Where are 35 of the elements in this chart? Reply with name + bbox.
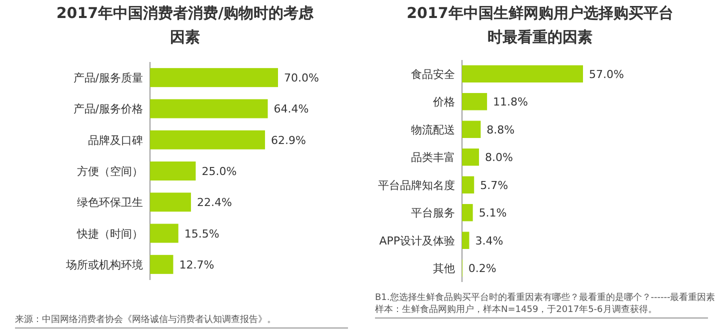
chart-title: 2017年中国生鲜网购用户选择购买平台时最看重的因素: [406, 4, 674, 46]
y-tick-label: 快捷（时间）: [76, 227, 143, 240]
y-tick-label: 产品/服务价格: [73, 102, 143, 116]
chart-title: 2017年中国消费者消费/购物时的考虑因素: [56, 4, 315, 46]
y-tick-label: 平台服务: [411, 206, 455, 220]
data-label: 22.4%: [196, 196, 232, 210]
text: 样本：生鲜食品网购用户，样本N=1459，于2017年5-6月调查获得。: [375, 304, 657, 315]
data-label: 0.2%: [468, 262, 496, 276]
data-label: 25.0%: [202, 165, 237, 178]
y-tick-label: APP设计及体验: [379, 234, 455, 248]
data-label: 5.1%: [478, 206, 507, 220]
y-tick-label: 食品安全: [411, 68, 455, 81]
data-label: 15.5%: [184, 227, 220, 240]
data-label: 8.0%: [484, 151, 513, 164]
y-tick-label: 平台品牌知名度: [378, 178, 455, 192]
y-tick-label: 物流配送: [411, 123, 455, 136]
y-tick-label: 其他: [433, 262, 455, 276]
source-note: 来源：中国网络消费者协会《网络诚信与消费者认知调查报告》。: [15, 314, 276, 325]
y-tick-label: 产品/服务质量: [73, 72, 143, 85]
y-tick-label: 品类丰富: [411, 151, 455, 164]
y-tick-label: 场所或机构环境: [65, 258, 143, 272]
data-label: 64.4%: [274, 102, 309, 116]
data-label: 11.8%: [493, 96, 528, 109]
data-label: 12.7%: [179, 258, 214, 272]
y-tick-label: 价格: [432, 96, 455, 109]
y-tick-label: 绿色环保卫生: [77, 196, 143, 210]
data-label: 5.7%: [480, 178, 508, 192]
y-tick-label: 品牌及口碑: [88, 134, 143, 147]
y-tick-label: 方便（空间）: [77, 165, 143, 178]
data-label: 57.0%: [589, 68, 624, 81]
data-label: 62.9%: [271, 134, 306, 147]
data-label: 8.8%: [486, 123, 515, 136]
data-label: 70.0%: [284, 72, 319, 85]
text: B1.您选择生鲜食品购买平台时的看重因素有哪些？最看重的是哪个？------最看重因素: [375, 292, 716, 303]
data-label: 3.4%: [475, 234, 504, 248]
